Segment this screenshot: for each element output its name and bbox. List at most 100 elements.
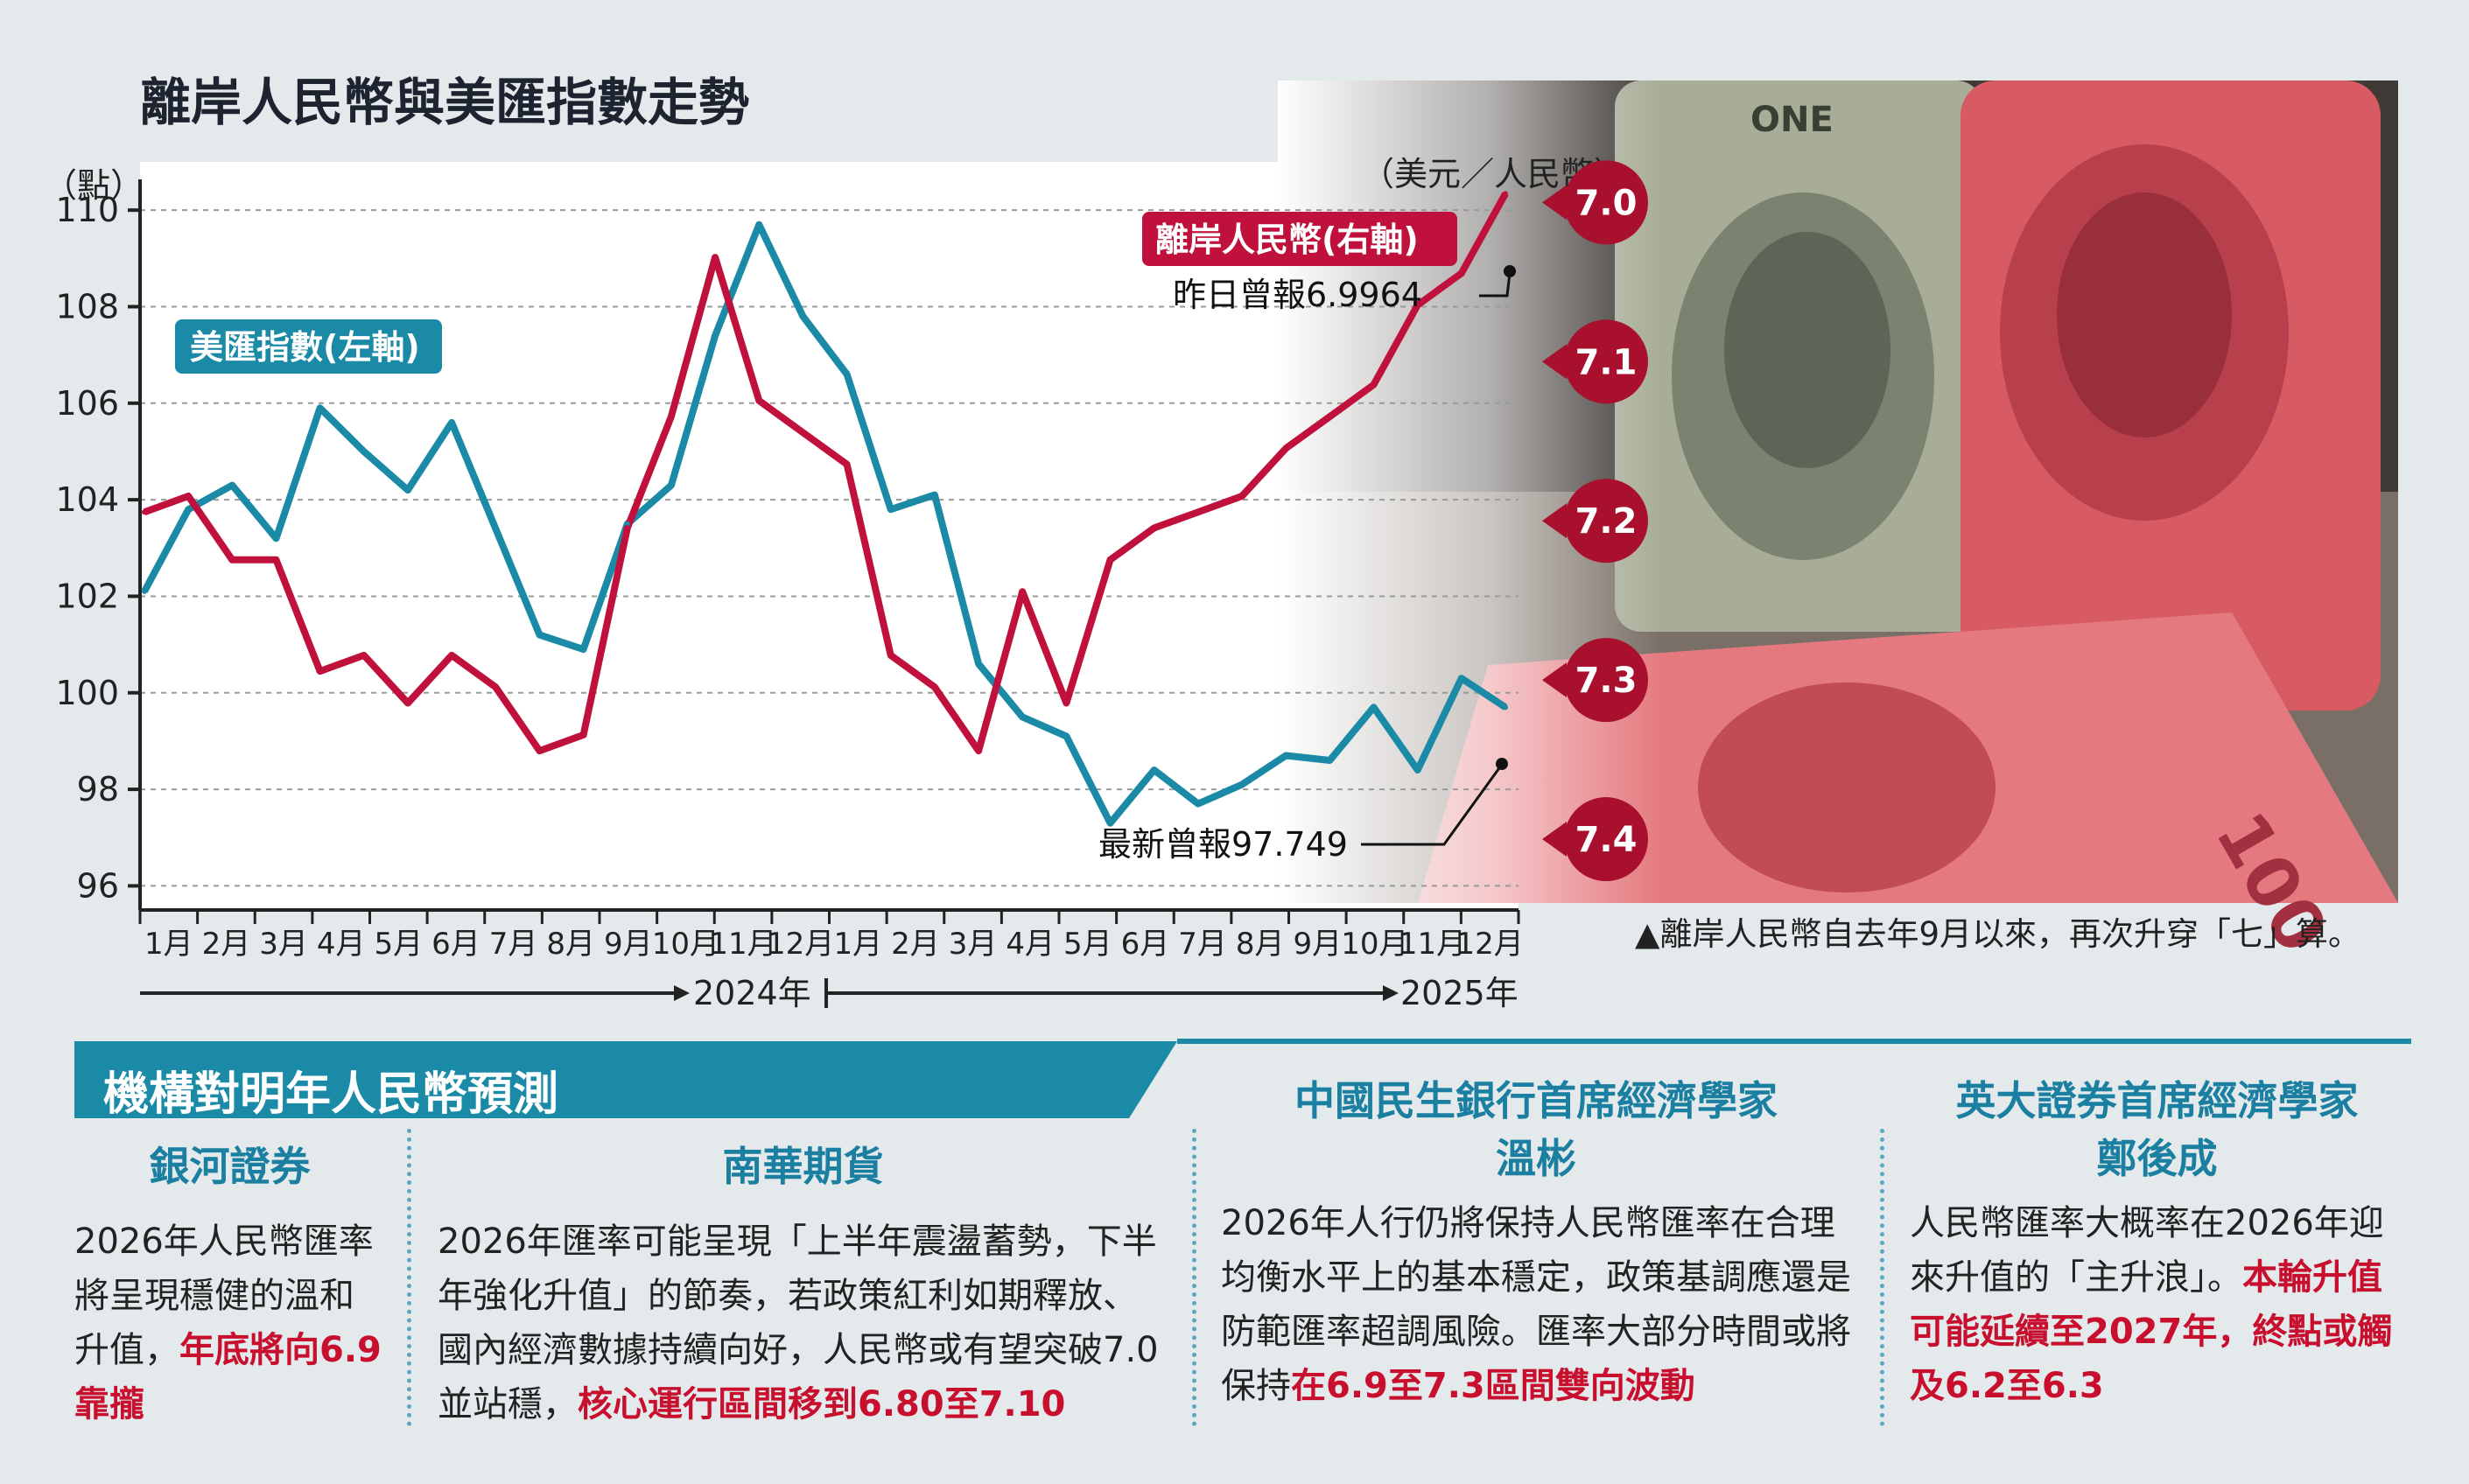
x-tick-label: 9月: [1293, 927, 1342, 962]
usd-point: [800, 313, 806, 319]
col-text: 2026年人行仍將保持人民幣匯率在合理均衡水平上的基本穩定，政策基調應還是防範匯…: [1221, 1203, 1851, 1406]
left-tick-label: 110: [55, 191, 119, 229]
cnh-point: [580, 732, 586, 738]
usd-point: [186, 507, 192, 513]
right-axis-ticks: 7.0 7.1 7.2 7.3 7.4: [1542, 160, 1648, 882]
year-2025-arrowhead: [1383, 985, 1399, 1001]
col-head: 南華期貨: [722, 1143, 884, 1190]
separator: [407, 1129, 411, 1426]
left-tick-label: 98: [77, 770, 119, 808]
right-tick-label: 7.2: [1575, 501, 1638, 542]
cnh-point: [449, 652, 455, 658]
cnh-point: [1063, 700, 1070, 706]
col-head-name: 溫彬: [1496, 1135, 1576, 1182]
cnh-series-label: 離岸人民幣(右軸): [1155, 220, 1419, 259]
cnh-point: [800, 430, 806, 436]
right-tick-label: 7.4: [1575, 820, 1638, 860]
left-tick-label: 96: [77, 866, 119, 905]
cnh-point: [1327, 414, 1333, 420]
usd-point: [142, 588, 147, 594]
left-tick-label: 108: [55, 287, 119, 326]
cnh-point: [317, 668, 323, 675]
usd-point: [668, 482, 674, 488]
col-head: 中國民生銀行首席經濟學家: [1294, 1077, 1778, 1124]
cnh-point: [1239, 494, 1245, 500]
x-tick-label: 12月: [767, 927, 834, 962]
col-head: 銀河證券: [149, 1143, 311, 1190]
forecast-banner: [74, 1039, 2411, 1118]
series-cnh-line: [143, 192, 1509, 755]
usd-annotation-dot: [1496, 758, 1508, 770]
usd-point: [1327, 758, 1333, 763]
x-tick-label: 4月: [1006, 927, 1055, 962]
usd-point: [537, 632, 543, 638]
col-text: 2026年匯率可能呈現「上半年震盪蓄勢，下半年強化升值」的節奏，若政策紅利如期釋…: [438, 1222, 1159, 1424]
year-2025-label: 2025年: [1400, 974, 1519, 1012]
x-tick-label: 9月: [604, 927, 653, 962]
x-tick-label: 6月: [431, 927, 480, 962]
forecast-title: 機構對明年人民幣預測: [103, 1068, 559, 1121]
cnh-label-box: [1142, 212, 1457, 266]
right-tick-bubble: [1564, 160, 1648, 245]
series-usd-index-line: [141, 220, 1508, 827]
usd-point: [404, 487, 410, 494]
col-body: 2026年匯率可能呈現「上半年震盪蓄勢，下半年強化升值」的節奏，若政策紅利如期釋…: [438, 1214, 1168, 1432]
svg-text:ONE: ONE: [1750, 100, 1834, 140]
x-tick-label: 10月: [652, 927, 719, 962]
usd-point: [1414, 767, 1420, 774]
cnh-point: [404, 700, 410, 706]
usd-point: [976, 661, 982, 667]
x-tick-label: 8月: [546, 927, 595, 962]
chart-area: 離岸人民幣與美匯指數走勢 ONE 100 96 98 100 102 104 106 108…: [44, 73, 2398, 1012]
usd-point: [580, 647, 586, 653]
right-tick-label: 7.1: [1575, 342, 1638, 382]
left-axis-unit: （點）: [44, 166, 144, 205]
right-tick-label: 7.3: [1575, 661, 1638, 701]
cnh-point: [493, 684, 499, 690]
x-tick-label: 3月: [949, 927, 998, 962]
cnh-point: [668, 414, 674, 420]
left-axis-ticks: 96 98 100 102 104 106 108 110: [55, 191, 140, 905]
cnh-point: [844, 461, 850, 467]
left-tick-label: 104: [55, 480, 119, 519]
usd-point: [887, 507, 894, 513]
cnh-point: [1503, 191, 1508, 197]
right-tick-bubble: [1564, 479, 1648, 564]
col-head-name: 鄭後成: [2096, 1135, 2218, 1182]
gridlines: [140, 209, 1519, 887]
cnh-point: [186, 494, 192, 500]
x-tick-label: 2月: [891, 927, 940, 962]
cnh-point: [931, 684, 937, 690]
left-tick-label: 100: [55, 674, 119, 712]
cnh-point: [1371, 382, 1377, 388]
usd-series-label: 美匯指數(左軸): [190, 328, 420, 367]
cnh-annotation: 昨日曾報6.9964: [1173, 276, 1422, 314]
usd-point: [1503, 704, 1508, 710]
separator: [1192, 1129, 1196, 1426]
cnh-point: [1283, 445, 1289, 452]
cnh-point: [273, 556, 279, 563]
usd-point: [1195, 801, 1201, 807]
x-tick-label: 7月: [1178, 927, 1227, 962]
usd-point: [1371, 704, 1377, 710]
cnh-point: [537, 748, 543, 754]
usd-point: [449, 419, 455, 425]
usd-point: [712, 332, 719, 339]
usd-point: [931, 492, 937, 498]
x-tick-label: 12月: [1456, 927, 1524, 962]
cnh-point: [887, 652, 894, 658]
chart-title: 離岸人民幣與美匯指數走勢: [140, 73, 749, 132]
usd-point: [756, 221, 762, 228]
x-tick-label: 6月: [1121, 927, 1170, 962]
usd-point: [1458, 676, 1464, 682]
photo-caption: ▲離岸人民幣自去年9月以來，再次升穿「七」算。: [1635, 915, 2360, 953]
x-tick-label: 5月: [374, 927, 423, 962]
x-tick-label: 2月: [202, 927, 251, 962]
forecast-col-minsheng: 中國民生銀行首席經濟學家 溫彬 2026年人行仍將保持人民幣匯率在合理均衡水平上…: [1221, 1072, 1851, 1413]
usd-point: [493, 526, 499, 532]
right-tick-pointer: [1542, 344, 1567, 380]
right-tick-pointer: [1542, 822, 1567, 858]
cnh-point: [1107, 556, 1113, 563]
series-usd-index-points: [142, 221, 1508, 826]
